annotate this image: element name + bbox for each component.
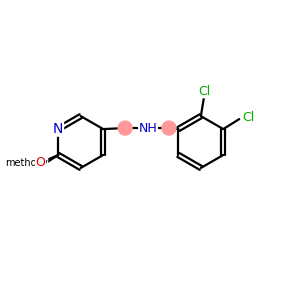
Text: NH: NH bbox=[139, 122, 158, 135]
Circle shape bbox=[162, 121, 176, 135]
Text: Cl: Cl bbox=[242, 111, 254, 124]
Text: methoxy: methoxy bbox=[5, 158, 48, 168]
Text: Cl: Cl bbox=[199, 85, 211, 98]
Text: O: O bbox=[35, 157, 45, 169]
Text: N: N bbox=[53, 122, 64, 136]
Circle shape bbox=[118, 121, 132, 135]
Text: O: O bbox=[38, 158, 47, 171]
